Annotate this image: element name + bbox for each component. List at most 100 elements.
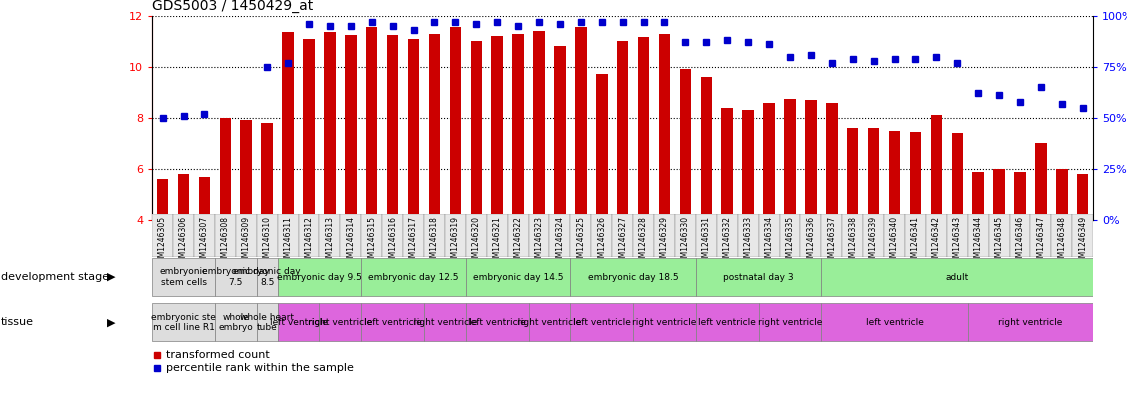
Text: right ventricle: right ventricle <box>757 318 823 327</box>
FancyBboxPatch shape <box>215 303 257 341</box>
Text: left ventricle: left ventricle <box>573 318 631 327</box>
Text: GSM1246315: GSM1246315 <box>367 216 376 267</box>
FancyBboxPatch shape <box>654 214 675 257</box>
FancyBboxPatch shape <box>1030 214 1051 257</box>
Text: left ventricle: left ventricle <box>468 318 526 327</box>
FancyBboxPatch shape <box>800 214 822 257</box>
Bar <box>1077 174 1089 220</box>
FancyBboxPatch shape <box>780 214 800 257</box>
Text: GSM1246327: GSM1246327 <box>619 216 627 267</box>
Bar <box>868 128 879 220</box>
Text: embryonic
stem cells: embryonic stem cells <box>159 267 207 287</box>
Bar <box>387 35 398 220</box>
Bar <box>513 33 524 220</box>
FancyBboxPatch shape <box>592 214 612 257</box>
Bar <box>889 130 900 220</box>
Bar <box>743 110 754 220</box>
FancyBboxPatch shape <box>465 258 570 296</box>
Text: GSM1246320: GSM1246320 <box>472 216 481 267</box>
FancyBboxPatch shape <box>277 214 299 257</box>
FancyBboxPatch shape <box>194 214 215 257</box>
Text: GSM1246336: GSM1246336 <box>807 216 815 268</box>
FancyBboxPatch shape <box>382 214 403 257</box>
Text: GSM1246326: GSM1246326 <box>597 216 606 267</box>
Text: ▶: ▶ <box>107 317 116 327</box>
FancyBboxPatch shape <box>738 214 758 257</box>
Text: GDS5003 / 1450429_at: GDS5003 / 1450429_at <box>152 0 313 13</box>
FancyBboxPatch shape <box>988 214 1010 257</box>
FancyBboxPatch shape <box>633 214 654 257</box>
Text: GSM1246316: GSM1246316 <box>388 216 397 267</box>
FancyBboxPatch shape <box>758 214 780 257</box>
Text: embryonic day 18.5: embryonic day 18.5 <box>588 273 678 281</box>
FancyBboxPatch shape <box>465 303 529 341</box>
Text: GSM1246344: GSM1246344 <box>974 216 983 268</box>
Bar <box>408 39 419 220</box>
Bar <box>951 133 962 220</box>
FancyBboxPatch shape <box>319 303 362 341</box>
Text: GSM1246328: GSM1246328 <box>639 216 648 267</box>
Bar <box>931 116 942 220</box>
FancyBboxPatch shape <box>1010 214 1030 257</box>
Bar <box>973 171 984 220</box>
FancyBboxPatch shape <box>215 214 236 257</box>
FancyBboxPatch shape <box>215 258 257 296</box>
Text: left ventricle: left ventricle <box>866 318 923 327</box>
Text: right ventricle: right ventricle <box>308 318 373 327</box>
Bar <box>366 27 378 220</box>
FancyBboxPatch shape <box>257 258 277 296</box>
Bar <box>1014 171 1026 220</box>
FancyBboxPatch shape <box>842 214 863 257</box>
Text: GSM1246333: GSM1246333 <box>744 216 753 268</box>
Text: whole heart
tube: whole heart tube <box>240 312 294 332</box>
FancyBboxPatch shape <box>277 303 319 341</box>
Bar <box>220 118 231 220</box>
FancyBboxPatch shape <box>884 214 905 257</box>
Bar <box>763 103 774 220</box>
FancyBboxPatch shape <box>926 214 947 257</box>
Text: right ventricle: right ventricle <box>412 318 477 327</box>
Text: GSM1246349: GSM1246349 <box>1079 216 1088 268</box>
FancyBboxPatch shape <box>174 214 194 257</box>
Text: GSM1246310: GSM1246310 <box>263 216 272 267</box>
FancyBboxPatch shape <box>529 214 550 257</box>
Bar <box>638 37 649 220</box>
Bar <box>491 36 503 220</box>
Bar <box>157 179 168 220</box>
Bar <box>178 174 189 220</box>
Text: GSM1246313: GSM1246313 <box>326 216 335 267</box>
Bar <box>450 27 461 220</box>
Text: GSM1246329: GSM1246329 <box>660 216 669 267</box>
Text: GSM1246347: GSM1246347 <box>1037 216 1046 268</box>
FancyBboxPatch shape <box>487 214 507 257</box>
FancyBboxPatch shape <box>529 303 570 341</box>
Text: embryonic day 9.5: embryonic day 9.5 <box>277 273 362 281</box>
Text: GSM1246307: GSM1246307 <box>199 216 208 268</box>
Text: GSM1246317: GSM1246317 <box>409 216 418 267</box>
Text: GSM1246334: GSM1246334 <box>764 216 773 268</box>
Bar <box>283 32 294 220</box>
Text: GSM1246322: GSM1246322 <box>514 216 523 267</box>
FancyBboxPatch shape <box>257 214 277 257</box>
FancyBboxPatch shape <box>152 258 215 296</box>
Text: postnatal day 3: postnatal day 3 <box>724 273 793 281</box>
FancyBboxPatch shape <box>403 214 424 257</box>
Bar <box>575 27 586 220</box>
Text: adult: adult <box>946 273 969 281</box>
Text: tissue: tissue <box>1 317 34 327</box>
FancyBboxPatch shape <box>550 214 570 257</box>
FancyBboxPatch shape <box>570 214 592 257</box>
Text: GSM1246346: GSM1246346 <box>1015 216 1024 268</box>
FancyBboxPatch shape <box>445 214 465 257</box>
Text: left ventricle: left ventricle <box>699 318 756 327</box>
Text: GSM1246342: GSM1246342 <box>932 216 941 267</box>
Bar <box>240 120 252 220</box>
Bar <box>721 108 733 220</box>
FancyBboxPatch shape <box>570 303 633 341</box>
Text: left ventricle: left ventricle <box>269 318 328 327</box>
Text: GSM1246311: GSM1246311 <box>284 216 293 267</box>
FancyBboxPatch shape <box>152 303 215 341</box>
Bar <box>784 99 796 220</box>
FancyBboxPatch shape <box>299 214 319 257</box>
Bar <box>261 123 273 220</box>
